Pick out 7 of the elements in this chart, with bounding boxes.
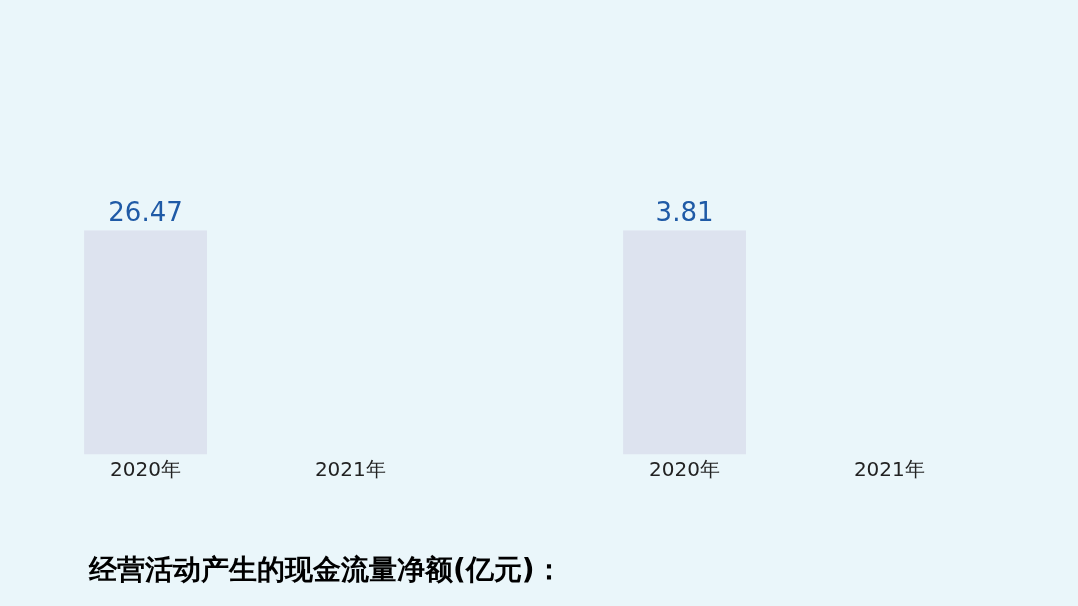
x-tick-label: 2021年 xyxy=(314,456,386,481)
x-tick-label: 2020年 xyxy=(110,456,181,481)
text: 经营活动产生的现金流量净额(亿元)： xyxy=(88,553,563,586)
data-label: 26.47 xyxy=(108,197,183,228)
x-tick-label: 2020年 xyxy=(649,456,720,481)
x-tick-label: 2021年 xyxy=(853,456,925,481)
data-label: 3.81 xyxy=(655,197,714,228)
